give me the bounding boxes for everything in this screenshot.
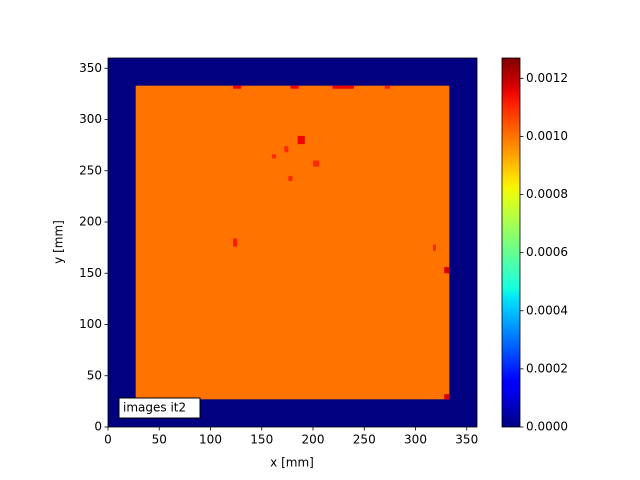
x-tick-label: 350 <box>455 433 478 447</box>
heatmap-cell <box>233 85 242 89</box>
heatmap-cell <box>233 238 238 247</box>
colorbar-tick-label: 0.0010 <box>526 129 568 143</box>
y-tick-label: 250 <box>79 163 102 177</box>
annotation: images it2 <box>118 397 201 419</box>
heatmap-cell <box>444 394 450 400</box>
y-tick-label: 200 <box>79 215 102 229</box>
heatmap-cell <box>432 244 436 251</box>
heatmap-cell <box>313 160 320 167</box>
colorbar-tick-label: 0.0006 <box>526 245 568 259</box>
colorbar-tick-label: 0.0008 <box>526 187 568 201</box>
colorbar-tick-label: 0.0002 <box>526 361 568 375</box>
x-tick-label: 50 <box>152 433 167 447</box>
heatmap-cell <box>284 146 289 153</box>
colorbar-tick-label: 0.0012 <box>526 71 568 85</box>
colorbar-tick-label: 0.0000 <box>526 420 568 434</box>
x-tick-label: 100 <box>199 433 222 447</box>
x-axis-label: x [mm] <box>270 456 314 470</box>
heatmap-cell <box>135 85 450 400</box>
heatmap-cell <box>384 85 390 89</box>
heatmap-cell <box>332 85 354 89</box>
y-axis-label: y [mm] <box>52 220 66 264</box>
annotation-box <box>118 397 201 419</box>
heatmap-cell <box>297 135 305 145</box>
y-tick-label: 100 <box>79 317 102 331</box>
x-tick-label: 200 <box>302 433 325 447</box>
x-tick-label: 0 <box>104 433 112 447</box>
annotation-text: images it2 <box>123 401 186 415</box>
plot-frame <box>107 57 478 428</box>
heatmap-cell <box>444 267 450 274</box>
heatmap-cell <box>288 175 293 181</box>
heatmap-cell <box>272 154 277 159</box>
x-tick-label: 150 <box>250 433 273 447</box>
y-tick-label: 300 <box>79 112 102 126</box>
y-tick-label: 150 <box>79 266 102 280</box>
y-tick-label: 0 <box>94 420 102 434</box>
colorbar-tick-label: 0.0004 <box>526 303 568 317</box>
x-tick-label: 300 <box>404 433 427 447</box>
heatmap-cell <box>290 85 299 89</box>
x-tick-label: 250 <box>353 433 376 447</box>
colorbar <box>501 57 521 428</box>
y-tick-label: 50 <box>87 368 102 382</box>
y-tick-label: 350 <box>79 61 102 75</box>
